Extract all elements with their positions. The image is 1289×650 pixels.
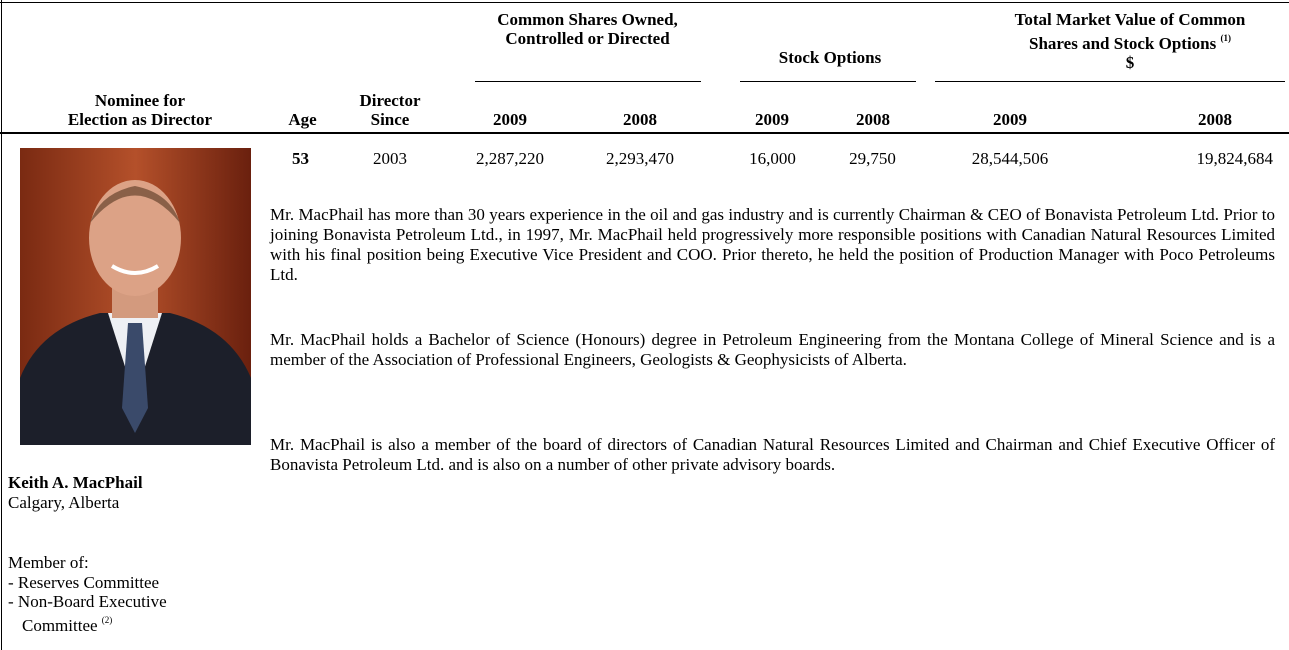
nominee-name: Keith A. MacPhail: [8, 473, 143, 492]
footnote-ref: (2): [102, 615, 113, 625]
column-header: 2009: [975, 110, 1045, 129]
header-line: Director: [359, 91, 420, 110]
currency: $: [1126, 53, 1135, 72]
group-header: Total Market Value of Common Shares and …: [990, 10, 1270, 72]
group-header-text: Total Market Value of Common Shares and …: [1015, 10, 1246, 53]
header-rule: [0, 132, 1289, 134]
portrait: [20, 148, 251, 445]
committee-text: Committee: [22, 616, 98, 635]
group-rule: [935, 81, 1285, 82]
bio-paragraph: Mr. MacPhail has more than 30 years expe…: [270, 205, 1275, 285]
cell: 16,000: [730, 149, 815, 168]
group-header: Stock Options: [740, 48, 920, 67]
header-line: Since: [371, 110, 410, 129]
group-header: Common Shares Owned, Controlled or Direc…: [470, 10, 705, 48]
top-rule: [0, 2, 1289, 3]
group-rule: [475, 81, 701, 82]
column-header: 2008: [1180, 110, 1250, 129]
cell: 28,544,506: [960, 149, 1060, 168]
header-line: Nominee for: [95, 91, 185, 110]
bio-paragraph: Mr. MacPhail holds a Bachelor of Science…: [270, 330, 1275, 370]
column-header: Age: [280, 110, 325, 129]
age: 53: [292, 149, 309, 168]
footnote-ref: (1): [1220, 33, 1231, 43]
committee: - Non-Board Executive: [8, 592, 167, 611]
committee: - Reserves Committee: [8, 573, 159, 592]
cell: 29,750: [830, 149, 915, 168]
group-rule: [740, 81, 916, 82]
column-header: 2008: [838, 110, 908, 129]
nominee-location: Calgary, Alberta: [8, 493, 119, 512]
director-since: 2003: [350, 149, 430, 168]
cell: 2,287,220: [465, 149, 555, 168]
column-header: 2009: [475, 110, 545, 129]
cell: 2,293,470: [595, 149, 685, 168]
cell: 19,824,684: [1140, 149, 1273, 168]
member-of: Member of:: [8, 553, 89, 572]
column-header: 2008: [605, 110, 675, 129]
header-line: Election as Director: [68, 110, 212, 129]
committee: Committee (2): [22, 611, 112, 635]
page: Common Shares Owned, Controlled or Direc…: [0, 0, 1289, 650]
column-header: 2009: [737, 110, 807, 129]
bio-paragraph: Mr. MacPhail is also a member of the boa…: [270, 435, 1275, 475]
left-rule: [1, 0, 2, 650]
